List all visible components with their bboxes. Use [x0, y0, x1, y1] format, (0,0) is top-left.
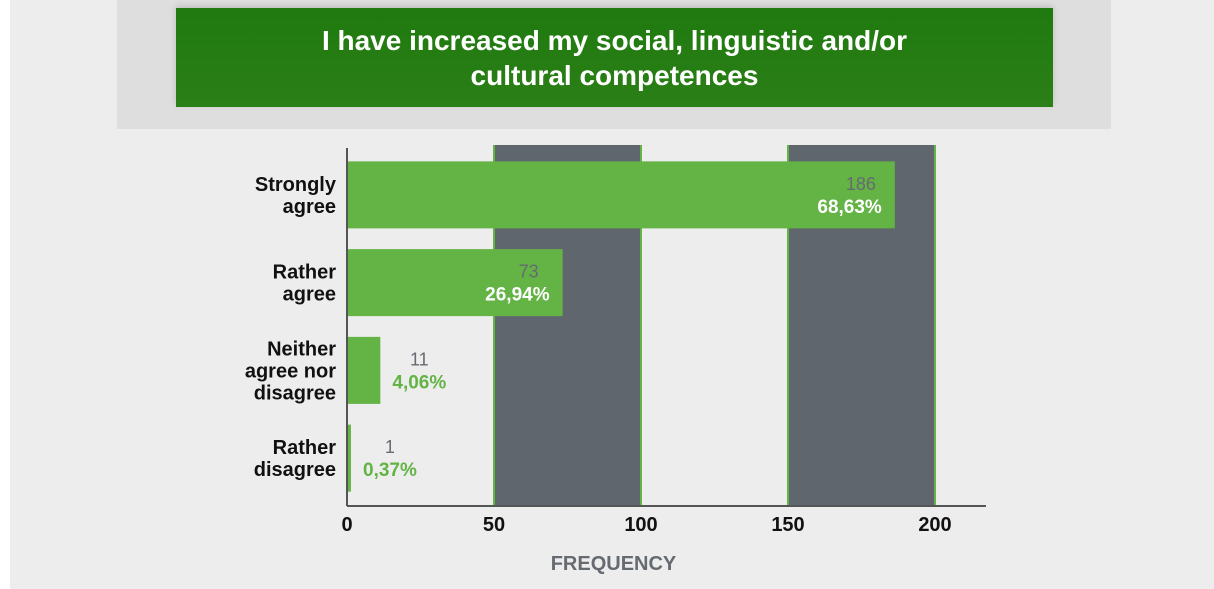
- x-axis-title: FREQUENCY: [551, 553, 677, 575]
- percent-label: 4,06%: [392, 372, 446, 393]
- x-tick-label: 150: [771, 514, 804, 536]
- count-label: 186: [846, 174, 876, 194]
- bar: [348, 336, 381, 404]
- bar: [348, 424, 351, 492]
- bar: [348, 249, 563, 317]
- category-label: Rather disagree: [254, 437, 336, 481]
- chart-title: I have increased my social, linguistic a…: [321, 24, 908, 91]
- count-label: 73: [519, 262, 539, 282]
- chart-title-box: I have increased my social, linguistic a…: [176, 8, 1053, 107]
- x-tick-label: 0: [341, 514, 352, 536]
- count-label: 1: [385, 437, 395, 457]
- x-tick-label: 100: [624, 514, 657, 536]
- percent-label: 26,94%: [485, 285, 550, 306]
- percent-label: 0,37%: [363, 460, 417, 481]
- category-label: Rather agree: [273, 262, 337, 306]
- category-label: Strongly agree: [255, 174, 337, 218]
- percent-label: 68,63%: [817, 197, 882, 218]
- count-label: 11: [410, 349, 429, 369]
- x-tick-label: 50: [483, 514, 505, 536]
- x-tick-label: 200: [918, 514, 951, 536]
- category-label: Neither agree nor disagree: [245, 338, 336, 404]
- bar: [348, 161, 895, 229]
